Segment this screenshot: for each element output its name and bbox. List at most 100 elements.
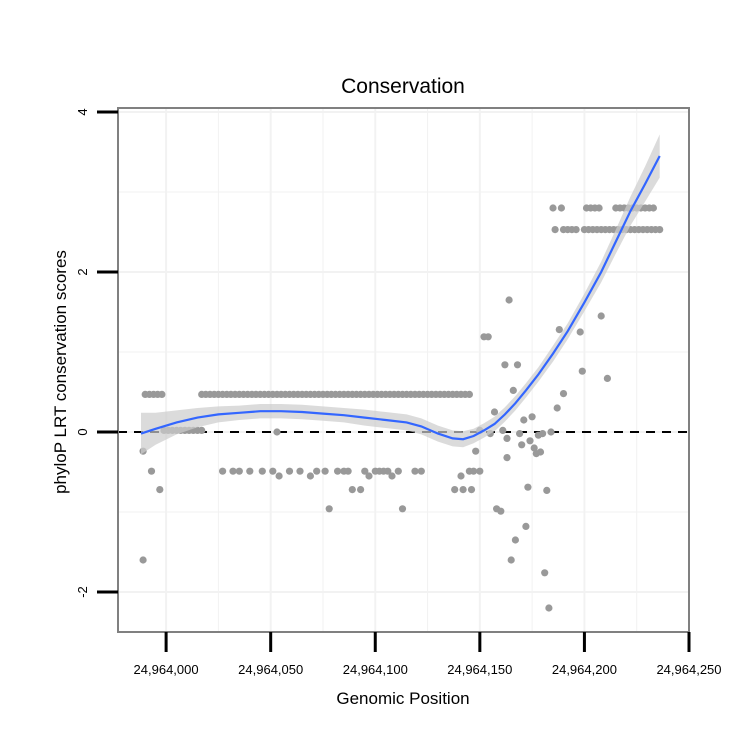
data-point xyxy=(325,505,333,513)
data-point xyxy=(313,467,321,475)
data-point xyxy=(417,467,425,475)
data-point xyxy=(476,467,484,475)
x-tick-label: 24,964,050 xyxy=(238,662,303,677)
data-point xyxy=(497,507,505,515)
panel-border xyxy=(117,107,690,633)
data-points xyxy=(139,204,664,612)
data-point xyxy=(549,204,557,212)
data-point xyxy=(572,226,580,234)
data-point xyxy=(595,204,603,212)
data-point xyxy=(528,413,536,421)
smooth-line xyxy=(140,155,661,441)
data-point xyxy=(603,374,612,382)
data-point xyxy=(490,408,499,416)
data-point xyxy=(545,604,553,612)
data-point xyxy=(484,333,492,341)
data-point xyxy=(321,467,329,475)
data-point xyxy=(457,472,465,480)
data-point xyxy=(501,361,509,369)
data-point xyxy=(344,467,352,475)
data-point xyxy=(334,467,342,475)
chart-title: Conservation xyxy=(341,75,465,98)
x-tick-label: 24,964,250 xyxy=(656,662,721,677)
x-tick-label: 24,964,000 xyxy=(134,662,199,677)
y-tick-label: 2 xyxy=(75,268,90,275)
data-point xyxy=(507,556,515,564)
data-point xyxy=(451,486,459,494)
data-point xyxy=(509,386,517,394)
data-point xyxy=(578,367,586,375)
data-point xyxy=(547,428,555,436)
data-point xyxy=(411,467,419,475)
data-point xyxy=(459,486,467,494)
data-point xyxy=(296,467,304,475)
data-point xyxy=(539,430,547,438)
data-point xyxy=(559,390,568,398)
data-point xyxy=(139,556,147,564)
x-tick-label: 24,964,100 xyxy=(343,662,408,677)
data-point xyxy=(516,430,524,438)
data-point xyxy=(543,486,551,494)
data-point xyxy=(306,472,314,480)
data-point xyxy=(520,416,528,424)
y-tick-label: 0 xyxy=(75,428,90,435)
data-point xyxy=(156,486,164,494)
data-point xyxy=(530,444,538,452)
data-point xyxy=(576,328,584,336)
data-point xyxy=(235,467,243,475)
data-point xyxy=(467,486,476,494)
data-point xyxy=(470,467,478,475)
data-point xyxy=(275,472,283,480)
data-point xyxy=(649,204,658,212)
data-point xyxy=(511,536,519,544)
y-tick-label: 4 xyxy=(75,108,90,115)
data-point xyxy=(536,448,545,456)
data-point xyxy=(526,437,534,445)
data-point xyxy=(398,505,407,513)
confidence-ribbon xyxy=(141,134,660,455)
data-point xyxy=(541,569,549,577)
data-point xyxy=(357,486,365,494)
data-point xyxy=(555,326,563,334)
data-point xyxy=(524,483,532,491)
data-point xyxy=(198,426,206,434)
data-point xyxy=(394,467,402,475)
x-tick-label: 24,964,150 xyxy=(447,662,512,677)
data-point xyxy=(518,441,526,449)
data-point xyxy=(388,472,396,480)
data-point xyxy=(269,467,277,475)
data-point xyxy=(557,204,566,212)
data-point xyxy=(597,312,605,320)
data-point xyxy=(503,434,511,442)
data-point xyxy=(472,447,480,455)
grid xyxy=(118,108,690,632)
data-point xyxy=(522,522,530,531)
confidence-ribbon-group xyxy=(141,134,660,455)
smooth-line-group xyxy=(140,155,661,441)
data-point xyxy=(465,390,473,398)
data-point xyxy=(348,486,356,494)
x-tick-label: 24,964,200 xyxy=(552,662,617,677)
y-tick-label: -2 xyxy=(75,586,90,598)
x-axis-title: Genomic Position xyxy=(336,689,469,708)
data-point xyxy=(158,390,166,398)
data-point xyxy=(246,467,254,475)
data-point xyxy=(551,226,559,234)
data-point xyxy=(361,467,369,475)
y-axis: -2 0 2 4 xyxy=(75,108,118,598)
data-point xyxy=(273,428,281,436)
data-point xyxy=(499,426,507,434)
data-point xyxy=(553,404,561,412)
data-point xyxy=(229,467,237,475)
y-axis-title: phyloP LRT conservation scores xyxy=(51,250,70,494)
data-point xyxy=(365,472,373,480)
data-point xyxy=(219,467,227,475)
data-point xyxy=(384,467,392,475)
data-point xyxy=(258,467,266,475)
data-point xyxy=(285,467,294,475)
data-point xyxy=(505,296,513,304)
data-point xyxy=(503,454,511,462)
data-point xyxy=(513,361,522,369)
data-point xyxy=(147,467,156,475)
